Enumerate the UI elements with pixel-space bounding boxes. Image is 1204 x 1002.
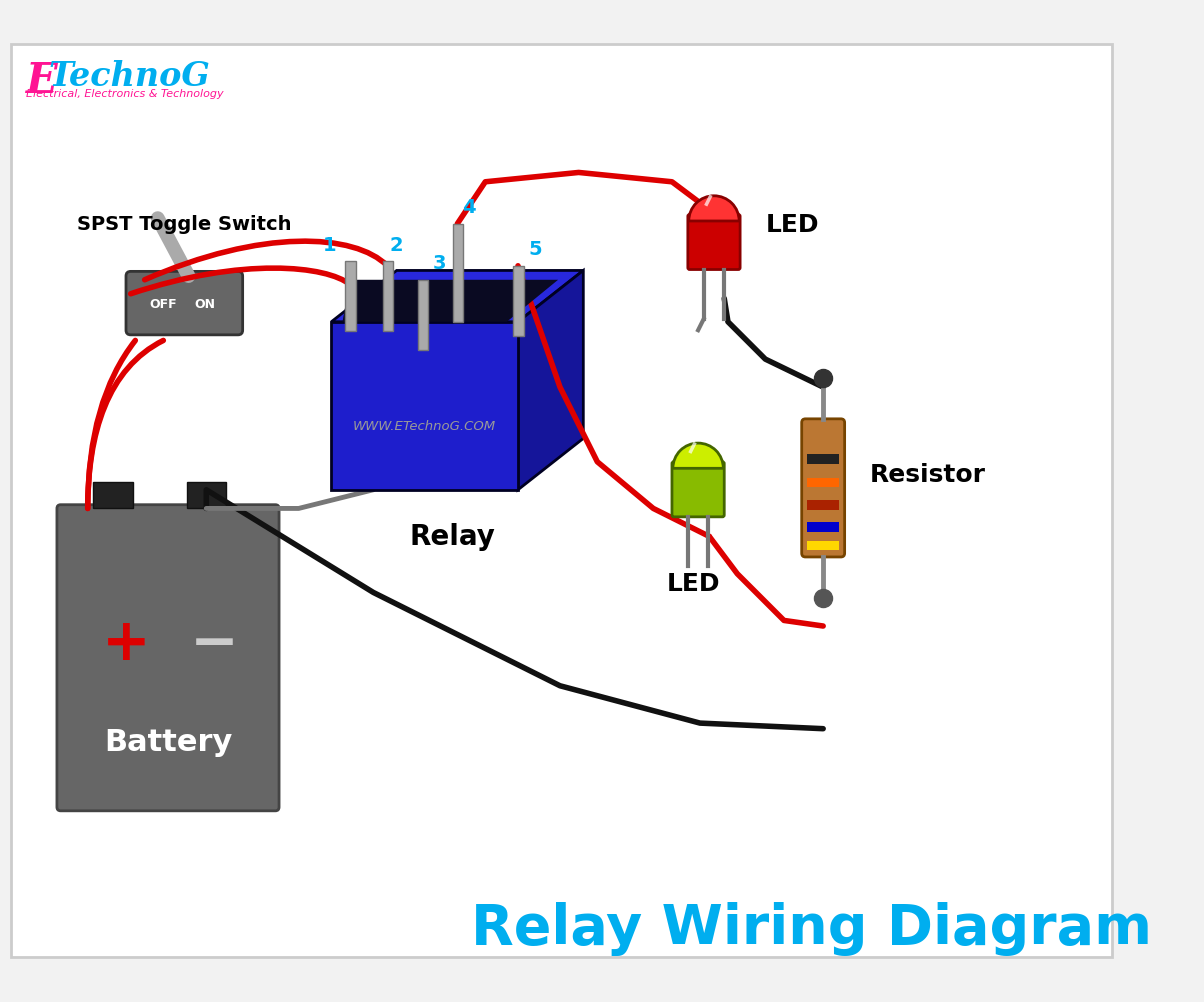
Bar (331, 323, 518, 490)
Text: LED: LED (667, 571, 720, 595)
Text: OFF: OFF (149, 298, 177, 311)
FancyBboxPatch shape (687, 215, 740, 271)
Text: Battery: Battery (104, 727, 232, 757)
Text: WWW.ETechnoG.COM: WWW.ETechnoG.COM (353, 420, 496, 433)
Bar (808, 523, 839, 532)
FancyBboxPatch shape (802, 420, 845, 557)
Wedge shape (673, 444, 724, 469)
Bar (94, 483, 132, 509)
Wedge shape (689, 196, 739, 221)
Bar (808, 479, 839, 488)
FancyBboxPatch shape (57, 505, 279, 811)
Polygon shape (518, 272, 583, 490)
Text: Relay Wiring Diagram: Relay Wiring Diagram (472, 902, 1152, 956)
Polygon shape (331, 272, 583, 323)
FancyBboxPatch shape (126, 273, 243, 336)
FancyBboxPatch shape (672, 462, 725, 517)
Bar (808, 455, 839, 464)
Bar (453, 224, 462, 323)
Text: Electrical, Electronics & Technology: Electrical, Electronics & Technology (26, 88, 224, 98)
Bar (808, 501, 839, 510)
Bar (383, 262, 393, 332)
Text: 1: 1 (323, 235, 336, 255)
Text: 5: 5 (529, 240, 542, 260)
Text: LED: LED (766, 212, 819, 236)
Bar (513, 267, 524, 337)
Text: SPST Toggle Switch: SPST Toggle Switch (77, 215, 291, 234)
Text: TechnoG: TechnoG (48, 59, 211, 92)
Text: Relay: Relay (409, 523, 496, 551)
Text: 3: 3 (432, 255, 447, 273)
Polygon shape (342, 281, 559, 323)
Text: +: + (101, 614, 150, 671)
Bar (808, 541, 839, 550)
Text: 2: 2 (390, 235, 403, 255)
Text: Resistor: Resistor (869, 463, 986, 486)
Text: E: E (26, 59, 58, 101)
Text: 4: 4 (461, 198, 476, 217)
Bar (187, 483, 226, 509)
Bar (418, 281, 429, 351)
Bar (346, 262, 355, 332)
Text: −: − (190, 614, 240, 671)
Text: ON: ON (194, 298, 214, 311)
